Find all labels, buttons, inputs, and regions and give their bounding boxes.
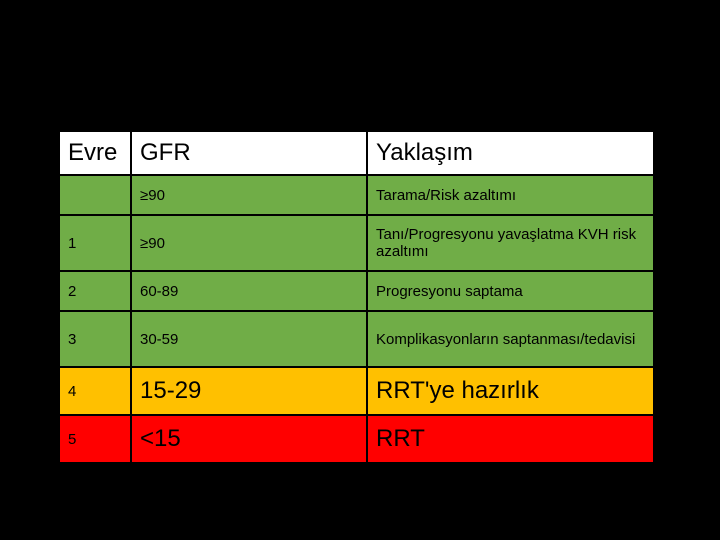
cell-approach: RRT	[367, 415, 654, 463]
ckd-stages-table: Evre GFR Yaklaşım ≥90 Tarama/Risk azaltı…	[58, 130, 655, 464]
cell-gfr: 30-59	[131, 311, 367, 367]
cell-stage: 4	[59, 367, 131, 415]
cell-gfr: 15-29	[131, 367, 367, 415]
cell-approach: Tanı/Progresyonu yavaşlatma KVH risk aza…	[367, 215, 654, 271]
table-row: 5 <15 RRT	[59, 415, 654, 463]
table-header-row: Evre GFR Yaklaşım	[59, 131, 654, 175]
header-yaklasim: Yaklaşım	[367, 131, 654, 175]
cell-stage: 5	[59, 415, 131, 463]
table-row: ≥90 Tarama/Risk azaltımı	[59, 175, 654, 215]
table-row: 1 ≥90 Tanı/Progresyonu yavaşlatma KVH ri…	[59, 215, 654, 271]
cell-gfr: ≥90	[131, 215, 367, 271]
cell-gfr: ≥90	[131, 175, 367, 215]
table-row: 4 15-29 RRT'ye hazırlık	[59, 367, 654, 415]
cell-approach: RRT'ye hazırlık	[367, 367, 654, 415]
table-row: 2 60-89 Progresyonu saptama	[59, 271, 654, 311]
cell-stage: 3	[59, 311, 131, 367]
cell-approach: Progresyonu saptama	[367, 271, 654, 311]
cell-stage	[59, 175, 131, 215]
cell-gfr: <15	[131, 415, 367, 463]
cell-gfr: 60-89	[131, 271, 367, 311]
cell-stage: 2	[59, 271, 131, 311]
header-gfr: GFR	[131, 131, 367, 175]
header-evre: Evre	[59, 131, 131, 175]
cell-approach: Tarama/Risk azaltımı	[367, 175, 654, 215]
cell-approach: Komplikasyonların saptanması/tedavisi	[367, 311, 654, 367]
table-row: 3 30-59 Komplikasyonların saptanması/ted…	[59, 311, 654, 367]
cell-stage: 1	[59, 215, 131, 271]
